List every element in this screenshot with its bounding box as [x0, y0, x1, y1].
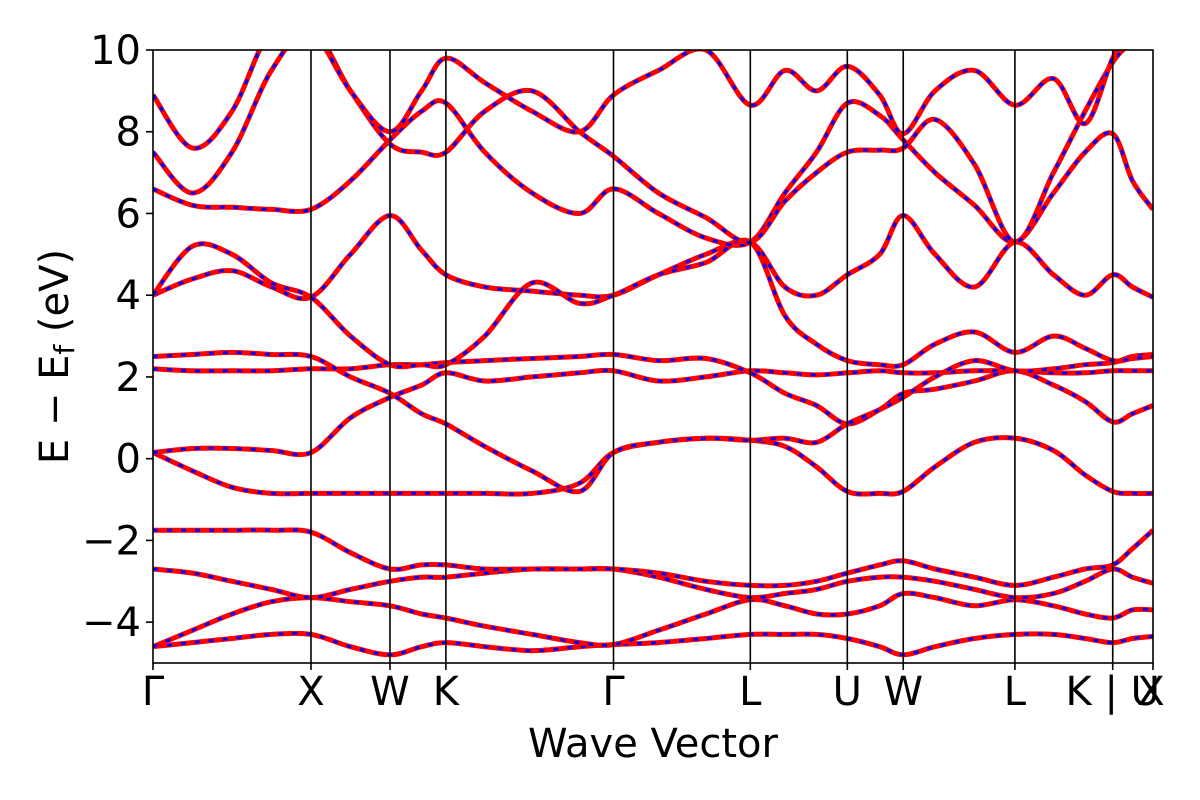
x-tick-label: Γ — [142, 669, 165, 715]
band-line-blue-3 — [153, 528, 1153, 588]
y-tick-label: −2 — [82, 518, 141, 564]
band-line-blue-8 — [153, 213, 1153, 301]
y-tick-label: 6 — [116, 191, 141, 237]
x-tick-label: Γ — [602, 669, 625, 715]
x-tick-label: W — [370, 669, 410, 715]
x-tick-label: L — [1004, 669, 1027, 715]
band-line-blue-4 — [153, 436, 1153, 496]
x-axis-label: Wave Vector — [528, 721, 779, 767]
x-tick-label: X — [297, 669, 324, 715]
plot-frame — [152, 49, 1154, 664]
band-line-blue-2 — [153, 566, 1153, 600]
band-line-blue-5 — [153, 368, 1153, 457]
band-line-red-1 — [153, 590, 1153, 650]
y-axis-label: E − Ef (eV) — [32, 249, 81, 464]
x-tick-label: U — [833, 669, 862, 715]
x-tick-label: K | U — [1066, 669, 1160, 715]
band-line-blue-12 — [153, 50, 1119, 150]
bands-layer — [153, 50, 1153, 658]
band-line-blue-0 — [153, 631, 1153, 657]
band-line-blue-11 — [153, 50, 1125, 244]
band-line-red-12 — [153, 50, 1120, 151]
y-tick-label: 10 — [90, 28, 141, 74]
band-line-blue-6 — [153, 352, 1153, 426]
x-tick-label: W — [883, 669, 923, 715]
band-line-red-4 — [153, 435, 1153, 497]
y-axis-label-unit: (eV) — [32, 249, 78, 345]
band-line-red-6 — [153, 351, 1153, 427]
x-tick-label: K — [433, 669, 461, 715]
y-tick-label: 2 — [116, 355, 141, 401]
kpoint-lines — [310, 50, 1114, 663]
y-tick-label: 0 — [116, 437, 141, 483]
band-line-blue-7 — [153, 350, 1153, 494]
x-tick-label: L — [739, 669, 762, 715]
y-tick-label: 8 — [116, 110, 141, 156]
band-line-blue-9 — [153, 238, 1153, 369]
y-tick-label: 4 — [116, 273, 141, 319]
x-tick-label: X — [1137, 669, 1164, 715]
y-ticks: −4 −2 0 2 4 6 8 10 — [82, 28, 153, 646]
y-tick-label: −4 — [82, 600, 141, 646]
band-line-red-9 — [153, 237, 1153, 370]
y-axis-label-main: E − E — [32, 355, 78, 465]
y-axis-label-sub: f — [48, 344, 81, 355]
